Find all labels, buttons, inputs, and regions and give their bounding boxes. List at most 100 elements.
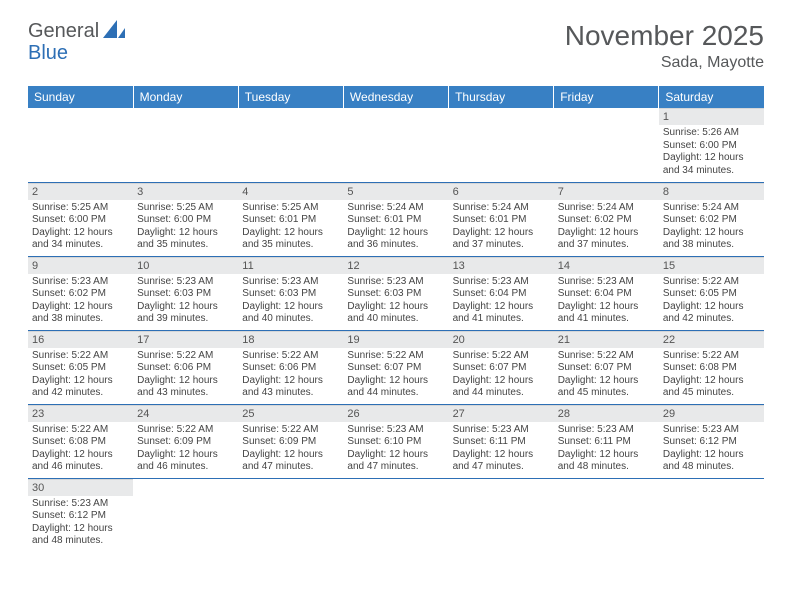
- sunrise-line: Sunrise: 5:22 AM: [453, 350, 550, 363]
- day-content: Sunrise: 5:24 AMSunset: 6:02 PMDaylight:…: [659, 200, 764, 256]
- calendar-cell: 13Sunrise: 5:23 AMSunset: 6:04 PMDayligh…: [449, 256, 554, 330]
- weekday-header: Sunday: [28, 86, 133, 108]
- day-number: 5: [343, 183, 448, 200]
- sunrise-line: Sunrise: 5:22 AM: [32, 424, 129, 437]
- calendar-cell: [449, 108, 554, 182]
- daylight-line: Daylight: 12 hours and 47 minutes.: [347, 449, 444, 474]
- daylight-line: Daylight: 12 hours and 44 minutes.: [453, 375, 550, 400]
- daylight-line: Daylight: 12 hours and 39 minutes.: [137, 301, 234, 326]
- day-number: 8: [659, 183, 764, 200]
- day-content: Sunrise: 5:22 AMSunset: 6:09 PMDaylight:…: [238, 422, 343, 478]
- sunset-line: Sunset: 6:01 PM: [347, 214, 444, 227]
- daylight-line: Daylight: 12 hours and 47 minutes.: [453, 449, 550, 474]
- day-number: 26: [343, 405, 448, 422]
- sunset-line: Sunset: 6:12 PM: [32, 510, 129, 523]
- calendar-cell: 22Sunrise: 5:22 AMSunset: 6:08 PMDayligh…: [659, 330, 764, 404]
- calendar-cell: [659, 478, 764, 552]
- sunset-line: Sunset: 6:02 PM: [32, 288, 129, 301]
- calendar-cell: 23Sunrise: 5:22 AMSunset: 6:08 PMDayligh…: [28, 404, 133, 478]
- sunset-line: Sunset: 6:01 PM: [453, 214, 550, 227]
- day-number: 20: [449, 331, 554, 348]
- calendar-cell: 12Sunrise: 5:23 AMSunset: 6:03 PMDayligh…: [343, 256, 448, 330]
- day-number: 9: [28, 257, 133, 274]
- day-content: Sunrise: 5:22 AMSunset: 6:07 PMDaylight:…: [554, 348, 659, 404]
- day-content: Sunrise: 5:24 AMSunset: 6:01 PMDaylight:…: [343, 200, 448, 256]
- sunset-line: Sunset: 6:09 PM: [137, 436, 234, 449]
- sunset-line: Sunset: 6:07 PM: [558, 362, 655, 375]
- sunrise-line: Sunrise: 5:23 AM: [137, 276, 234, 289]
- calendar-cell: [449, 478, 554, 552]
- day-content: Sunrise: 5:23 AMSunset: 6:12 PMDaylight:…: [659, 422, 764, 478]
- calendar-row: 9Sunrise: 5:23 AMSunset: 6:02 PMDaylight…: [28, 256, 764, 330]
- calendar-cell: 8Sunrise: 5:24 AMSunset: 6:02 PMDaylight…: [659, 182, 764, 256]
- daylight-line: Daylight: 12 hours and 46 minutes.: [32, 449, 129, 474]
- calendar-cell: 16Sunrise: 5:22 AMSunset: 6:05 PMDayligh…: [28, 330, 133, 404]
- day-content: Sunrise: 5:22 AMSunset: 6:05 PMDaylight:…: [28, 348, 133, 404]
- sunset-line: Sunset: 6:02 PM: [663, 214, 760, 227]
- calendar-cell: [554, 108, 659, 182]
- day-number: 2: [28, 183, 133, 200]
- weekday-header: Wednesday: [343, 86, 448, 108]
- day-content: Sunrise: 5:22 AMSunset: 6:06 PMDaylight:…: [238, 348, 343, 404]
- day-number: 19: [343, 331, 448, 348]
- sunset-line: Sunset: 6:07 PM: [453, 362, 550, 375]
- day-number: 10: [133, 257, 238, 274]
- calendar-cell: 17Sunrise: 5:22 AMSunset: 6:06 PMDayligh…: [133, 330, 238, 404]
- sunrise-line: Sunrise: 5:22 AM: [663, 276, 760, 289]
- day-number: 24: [133, 405, 238, 422]
- sunset-line: Sunset: 6:05 PM: [663, 288, 760, 301]
- daylight-line: Daylight: 12 hours and 37 minutes.: [453, 227, 550, 252]
- calendar-row: 23Sunrise: 5:22 AMSunset: 6:08 PMDayligh…: [28, 404, 764, 478]
- calendar-cell: 15Sunrise: 5:22 AMSunset: 6:05 PMDayligh…: [659, 256, 764, 330]
- calendar-cell: 10Sunrise: 5:23 AMSunset: 6:03 PMDayligh…: [133, 256, 238, 330]
- calendar-cell: 3Sunrise: 5:25 AMSunset: 6:00 PMDaylight…: [133, 182, 238, 256]
- day-number: 1: [659, 108, 764, 125]
- daylight-line: Daylight: 12 hours and 40 minutes.: [347, 301, 444, 326]
- sunrise-line: Sunrise: 5:23 AM: [32, 498, 129, 511]
- calendar-cell: 21Sunrise: 5:22 AMSunset: 6:07 PMDayligh…: [554, 330, 659, 404]
- sunrise-line: Sunrise: 5:23 AM: [347, 424, 444, 437]
- weekday-header: Monday: [133, 86, 238, 108]
- title-block: November 2025 Sada, Mayotte: [565, 20, 764, 72]
- location-label: Sada, Mayotte: [565, 54, 764, 72]
- sunrise-line: Sunrise: 5:23 AM: [453, 424, 550, 437]
- sunrise-line: Sunrise: 5:22 AM: [242, 424, 339, 437]
- daylight-line: Daylight: 12 hours and 42 minutes.: [32, 375, 129, 400]
- day-number: 16: [28, 331, 133, 348]
- day-number: 7: [554, 183, 659, 200]
- day-number: 28: [554, 405, 659, 422]
- page-title: November 2025: [565, 20, 764, 52]
- calendar-row: 30Sunrise: 5:23 AMSunset: 6:12 PMDayligh…: [28, 478, 764, 552]
- day-number: 25: [238, 405, 343, 422]
- logo: General: [28, 20, 127, 43]
- day-content: Sunrise: 5:25 AMSunset: 6:00 PMDaylight:…: [133, 200, 238, 256]
- day-number: 4: [238, 183, 343, 200]
- weekday-header: Thursday: [449, 86, 554, 108]
- calendar-cell: 30Sunrise: 5:23 AMSunset: 6:12 PMDayligh…: [28, 478, 133, 552]
- sunrise-line: Sunrise: 5:22 AM: [242, 350, 339, 363]
- day-number: 12: [343, 257, 448, 274]
- daylight-line: Daylight: 12 hours and 45 minutes.: [663, 375, 760, 400]
- weekday-header: Saturday: [659, 86, 764, 108]
- calendar-cell: [554, 478, 659, 552]
- sunrise-line: Sunrise: 5:25 AM: [137, 202, 234, 215]
- calendar-cell: 7Sunrise: 5:24 AMSunset: 6:02 PMDaylight…: [554, 182, 659, 256]
- sunrise-line: Sunrise: 5:24 AM: [347, 202, 444, 215]
- day-content: Sunrise: 5:23 AMSunset: 6:02 PMDaylight:…: [28, 274, 133, 330]
- sunset-line: Sunset: 6:11 PM: [453, 436, 550, 449]
- day-number: 22: [659, 331, 764, 348]
- day-content: Sunrise: 5:22 AMSunset: 6:07 PMDaylight:…: [343, 348, 448, 404]
- sunrise-line: Sunrise: 5:25 AM: [242, 202, 339, 215]
- sunset-line: Sunset: 6:01 PM: [242, 214, 339, 227]
- day-number: 18: [238, 331, 343, 348]
- daylight-line: Daylight: 12 hours and 47 minutes.: [242, 449, 339, 474]
- day-content: Sunrise: 5:24 AMSunset: 6:02 PMDaylight:…: [554, 200, 659, 256]
- logo-text-blue: Blue: [28, 42, 68, 64]
- day-number: 29: [659, 405, 764, 422]
- day-number: 23: [28, 405, 133, 422]
- sail-icon: [103, 20, 125, 43]
- calendar-cell: 28Sunrise: 5:23 AMSunset: 6:11 PMDayligh…: [554, 404, 659, 478]
- calendar-cell: 26Sunrise: 5:23 AMSunset: 6:10 PMDayligh…: [343, 404, 448, 478]
- calendar-cell: 2Sunrise: 5:25 AMSunset: 6:00 PMDaylight…: [28, 182, 133, 256]
- logo-text-blue-wrap: Blue: [28, 42, 68, 65]
